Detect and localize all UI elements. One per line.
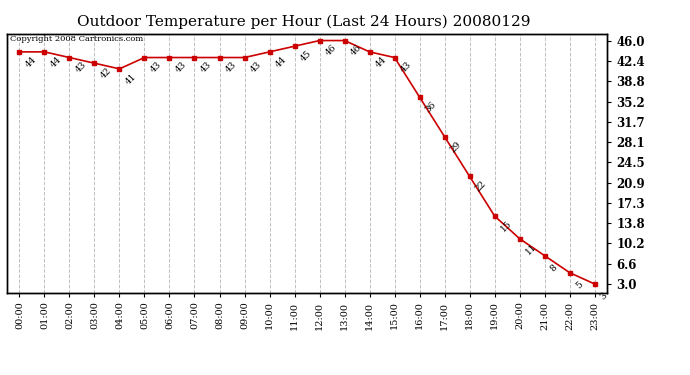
Text: 43: 43 (248, 60, 263, 75)
Text: 29: 29 (448, 140, 463, 154)
Text: 22: 22 (474, 179, 488, 194)
Text: 11: 11 (524, 242, 538, 256)
Text: 43: 43 (148, 60, 163, 75)
Text: 46: 46 (324, 44, 338, 58)
Text: 46: 46 (348, 44, 363, 58)
Text: 44: 44 (374, 55, 388, 69)
Text: 43: 43 (199, 60, 213, 75)
Text: Copyright 2008 Cartronics.com: Copyright 2008 Cartronics.com (10, 35, 143, 43)
Text: 43: 43 (224, 60, 238, 75)
Text: Outdoor Temperature per Hour (Last 24 Hours) 20080129: Outdoor Temperature per Hour (Last 24 Ho… (77, 15, 531, 29)
Text: 44: 44 (274, 55, 288, 69)
Text: 5: 5 (574, 279, 584, 290)
Text: 43: 43 (174, 60, 188, 75)
Text: 44: 44 (23, 55, 38, 69)
Text: 3: 3 (599, 291, 609, 301)
Text: 45: 45 (299, 49, 313, 63)
Text: 43: 43 (74, 60, 88, 75)
Text: 8: 8 (549, 262, 560, 273)
Text: 43: 43 (399, 60, 413, 75)
Text: 36: 36 (424, 100, 438, 114)
Text: 15: 15 (499, 219, 513, 233)
Text: 42: 42 (99, 66, 113, 81)
Text: 41: 41 (124, 72, 138, 86)
Text: 44: 44 (48, 55, 63, 69)
